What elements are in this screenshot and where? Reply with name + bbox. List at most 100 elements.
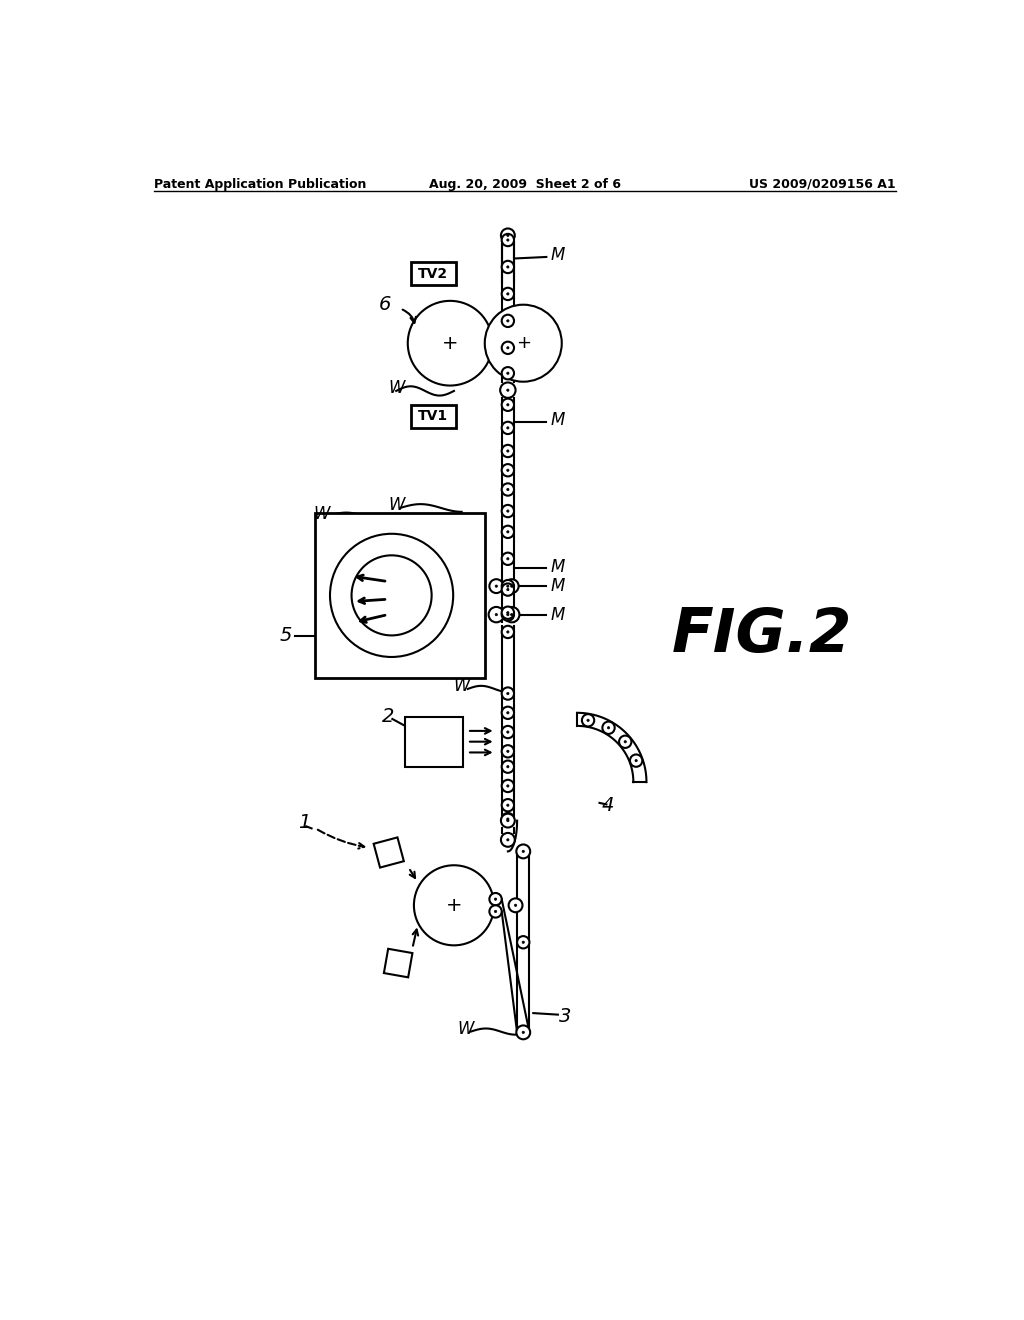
Circle shape — [507, 372, 509, 375]
Circle shape — [507, 319, 509, 322]
Circle shape — [408, 301, 493, 385]
Circle shape — [602, 722, 614, 734]
Circle shape — [507, 838, 509, 841]
Circle shape — [507, 585, 509, 587]
Circle shape — [522, 850, 524, 853]
Circle shape — [507, 766, 509, 768]
Text: 2: 2 — [382, 708, 394, 726]
Circle shape — [502, 626, 514, 638]
Text: W: W — [388, 496, 404, 513]
Circle shape — [502, 367, 514, 379]
Circle shape — [507, 785, 509, 787]
Circle shape — [502, 525, 514, 539]
Text: TV1: TV1 — [418, 409, 449, 424]
Circle shape — [507, 557, 509, 560]
Circle shape — [495, 911, 497, 912]
Circle shape — [522, 941, 524, 944]
Circle shape — [507, 818, 509, 820]
Circle shape — [502, 288, 514, 300]
Circle shape — [509, 899, 522, 912]
Circle shape — [507, 450, 509, 453]
Circle shape — [502, 609, 514, 620]
Circle shape — [502, 813, 514, 825]
Circle shape — [507, 531, 509, 533]
Circle shape — [507, 820, 509, 822]
Text: TV2: TV2 — [418, 267, 449, 281]
Circle shape — [505, 579, 518, 593]
Circle shape — [507, 711, 509, 714]
Circle shape — [489, 906, 502, 917]
Text: Patent Application Publication: Patent Application Publication — [154, 178, 366, 190]
Bar — [411, 263, 456, 285]
Circle shape — [502, 579, 514, 593]
Circle shape — [507, 750, 509, 752]
Circle shape — [502, 760, 514, 774]
Circle shape — [507, 488, 509, 491]
Circle shape — [511, 585, 513, 587]
Text: W: W — [388, 379, 404, 397]
Text: W: W — [454, 677, 470, 694]
Circle shape — [507, 611, 509, 614]
Text: M: M — [550, 557, 564, 576]
Text: FIG.2: FIG.2 — [672, 606, 852, 665]
Circle shape — [488, 607, 504, 622]
Circle shape — [507, 614, 509, 615]
Bar — [406, 717, 463, 767]
Text: M: M — [550, 606, 564, 623]
Circle shape — [624, 741, 627, 743]
Bar — [374, 837, 403, 867]
Circle shape — [502, 234, 514, 247]
Circle shape — [502, 342, 514, 354]
Circle shape — [507, 693, 509, 694]
Circle shape — [502, 445, 514, 457]
Circle shape — [502, 706, 514, 719]
Circle shape — [507, 731, 509, 733]
Circle shape — [507, 426, 509, 429]
Circle shape — [502, 726, 514, 738]
Text: M: M — [550, 577, 564, 595]
Circle shape — [507, 404, 509, 407]
Bar — [411, 405, 456, 428]
Circle shape — [489, 579, 503, 593]
Circle shape — [507, 265, 509, 268]
Text: Aug. 20, 2009  Sheet 2 of 6: Aug. 20, 2009 Sheet 2 of 6 — [429, 178, 621, 190]
Circle shape — [502, 483, 514, 495]
Circle shape — [607, 726, 609, 729]
Circle shape — [511, 614, 513, 615]
Text: 3: 3 — [559, 1007, 571, 1027]
Circle shape — [501, 228, 515, 243]
Text: M: M — [550, 412, 564, 429]
Circle shape — [496, 614, 498, 615]
Circle shape — [414, 866, 494, 945]
Circle shape — [489, 892, 502, 906]
Circle shape — [620, 735, 632, 748]
Text: 1: 1 — [298, 813, 310, 833]
Circle shape — [502, 607, 514, 619]
Circle shape — [587, 719, 589, 722]
Circle shape — [582, 714, 594, 726]
Text: W: W — [313, 506, 330, 523]
Circle shape — [502, 780, 514, 792]
Text: 6: 6 — [379, 296, 391, 314]
Circle shape — [501, 833, 515, 847]
Circle shape — [495, 898, 497, 900]
Circle shape — [502, 399, 514, 411]
Circle shape — [504, 607, 519, 622]
Bar — [384, 949, 413, 977]
Text: +: + — [516, 334, 530, 352]
Text: W: W — [458, 1019, 474, 1038]
Text: M: M — [550, 246, 564, 264]
Circle shape — [484, 305, 562, 381]
Circle shape — [502, 422, 514, 434]
Circle shape — [502, 506, 514, 517]
Circle shape — [507, 347, 509, 348]
Circle shape — [507, 631, 509, 634]
Circle shape — [514, 904, 517, 907]
Bar — [315, 512, 484, 678]
Circle shape — [507, 469, 509, 471]
Circle shape — [507, 804, 509, 807]
Circle shape — [502, 261, 514, 273]
Circle shape — [635, 759, 637, 762]
Circle shape — [500, 383, 515, 397]
Circle shape — [507, 589, 509, 591]
